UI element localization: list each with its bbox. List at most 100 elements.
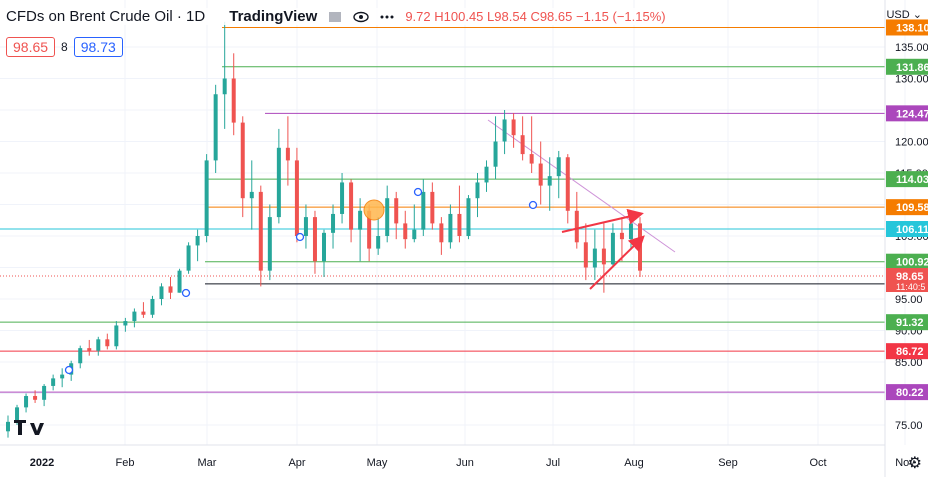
trendline-line	[487, 119, 676, 253]
candle-body	[367, 210, 372, 249]
candle-body	[60, 374, 65, 379]
currency-selector[interactable]: USD ⌄	[886, 8, 922, 21]
candle-body	[592, 248, 597, 268]
level-label: 100.92	[896, 257, 928, 269]
grid-lines	[0, 0, 906, 445]
level-label-box	[886, 171, 928, 188]
level-label: 86.72	[896, 346, 924, 358]
level-label: 124.47	[896, 108, 928, 120]
gear-icon[interactable]: ⚙	[907, 455, 922, 472]
symbol-title[interactable]: CFDs on Brent Crude Oil · 1D	[6, 8, 206, 25]
countdown-label: 11:40:5	[896, 282, 925, 292]
candle-body	[312, 217, 317, 262]
candle-body	[276, 147, 281, 218]
candle-body	[114, 325, 119, 347]
more-icon[interactable]	[379, 10, 395, 24]
candle-body	[141, 311, 146, 315]
candle-body	[303, 217, 308, 236]
candle-body	[42, 385, 47, 400]
candle-body	[340, 182, 345, 214]
candle-body	[258, 191, 263, 271]
ohlc-high: H100.45	[434, 9, 484, 24]
price-tick-label: 130.00	[895, 74, 928, 86]
annotation-arrows	[561, 208, 645, 290]
eye-icon[interactable]	[353, 10, 370, 24]
arrow-lower	[589, 235, 645, 290]
candle-body	[15, 407, 20, 422]
event-marker	[295, 232, 305, 242]
level-label: 80.22	[896, 387, 924, 399]
time-tick-label: Oct	[809, 457, 826, 469]
candle-body	[484, 166, 489, 183]
candle-body	[556, 157, 561, 177]
ohlc-change: −1.15 (−1.15%)	[575, 9, 666, 24]
ohlc-readout: 9.72 H100.45 L98.54 C98.65 −1.15 (−1.15%…	[405, 9, 665, 24]
level-label-box	[886, 58, 928, 75]
event-marker	[64, 365, 74, 375]
spread-value: 8	[61, 40, 68, 54]
level-label-box	[886, 314, 928, 331]
candle-body	[601, 248, 606, 265]
brand-label: TradingView	[229, 8, 318, 25]
tv-logo-shape	[14, 420, 44, 435]
price-axis[interactable]: 75.0080.0085.0090.0095.00100.00105.00110…	[884, 0, 928, 477]
price-tick-label: 75.00	[895, 420, 923, 432]
tradingview-logo	[14, 420, 44, 435]
level-label: 109.58	[896, 202, 928, 214]
chart-header: CFDs on Brent Crude Oil · 1D TradingView…	[6, 8, 666, 25]
candle-body	[502, 119, 507, 142]
level-label-box	[886, 199, 928, 216]
candle-body	[294, 160, 299, 236]
candle-body	[520, 135, 525, 155]
level-label-box	[886, 105, 928, 122]
candle-body	[51, 378, 56, 386]
candle-body	[186, 245, 191, 271]
event-markers	[64, 187, 538, 375]
candle-body	[448, 213, 453, 243]
last-price-label: 98.65	[896, 271, 924, 283]
level-label-box	[886, 343, 928, 360]
candle-body	[331, 213, 336, 233]
candle-body	[430, 191, 435, 224]
time-tick-label: 2022	[30, 457, 54, 469]
candle-body	[511, 119, 516, 136]
candle-body	[132, 311, 137, 322]
level-label: 106.11	[896, 224, 928, 236]
candle-body	[376, 236, 381, 249]
sell-button[interactable]: 98.65	[6, 37, 56, 57]
candle-body	[421, 191, 426, 230]
candle-body	[394, 198, 399, 224]
trendline	[487, 119, 676, 253]
candle-body	[87, 348, 92, 351]
candle-body	[267, 217, 272, 271]
time-axis[interactable]: 2022 Feb Mar Apr May Jun Jul Aug Sep Oct Nov	[0, 444, 915, 469]
candle-body	[222, 78, 227, 95]
candle-body	[204, 160, 209, 236]
time-tick-label: Nov	[895, 457, 915, 469]
flag-icon[interactable]	[327, 10, 343, 24]
candle-body	[574, 210, 579, 243]
buy-button[interactable]: 98.73	[73, 37, 123, 57]
trade-buttons: 98.65 8 98.73	[6, 37, 123, 57]
candle-body	[475, 182, 480, 199]
level-label: 91.32	[896, 317, 924, 329]
candle-body	[547, 176, 552, 186]
candle-body	[439, 223, 444, 243]
candle-body	[249, 191, 254, 199]
horizontal-levels	[0, 26, 885, 393]
candle-body	[6, 421, 10, 432]
candles	[6, 21, 642, 438]
candle-body	[493, 141, 498, 167]
level-label: 114.03	[896, 174, 928, 186]
candle-body	[285, 147, 290, 161]
level-label: 138.10	[896, 22, 928, 34]
candle-body	[33, 396, 38, 400]
candle-body	[123, 321, 128, 326]
level-label-box	[886, 253, 928, 270]
last-price-box	[886, 268, 928, 293]
candle-body	[466, 198, 471, 236]
candle-body	[619, 232, 624, 240]
ohlc-close: C98.65	[530, 9, 573, 24]
time-tick-label: Apr	[288, 457, 305, 469]
